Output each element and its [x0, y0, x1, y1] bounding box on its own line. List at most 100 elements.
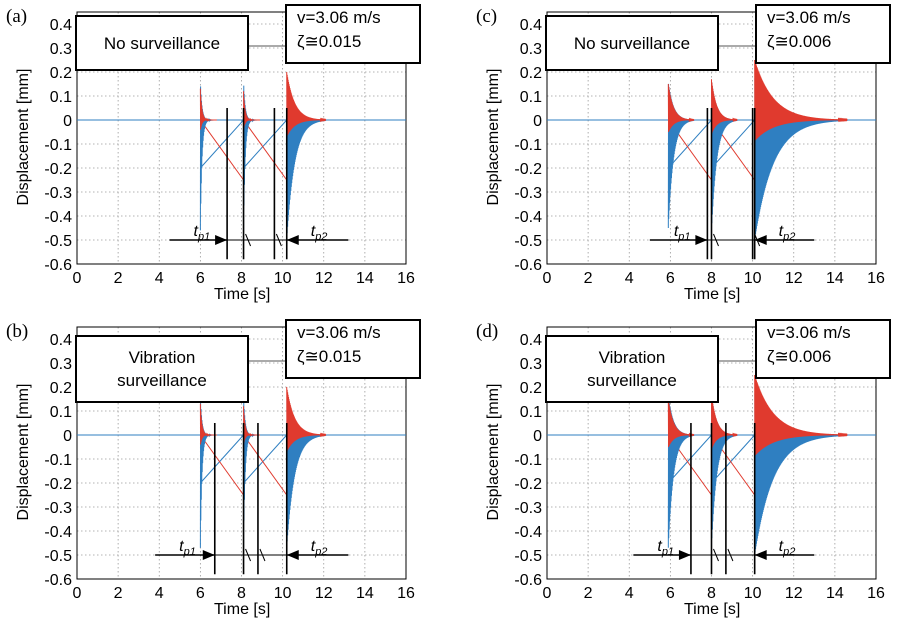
x-axis-label: Time [s]	[684, 286, 741, 303]
speed-value: v=3.06 m/s	[297, 8, 381, 27]
x-tick-label: 4	[155, 585, 164, 602]
y-tick-label: 0.1	[50, 89, 72, 106]
y-tick-label: 0.4	[50, 332, 72, 349]
x-tick-label: 16	[867, 270, 885, 287]
x-tick-label: 0	[543, 270, 552, 287]
x-tick-label: 2	[114, 585, 123, 602]
condition-label-line: No surveillance	[573, 33, 691, 53]
y-tick-label: 0.4	[520, 332, 542, 349]
tp2-arrowhead	[286, 235, 299, 245]
red-vibration-series	[754, 374, 848, 456]
x-tick-label: 14	[826, 585, 844, 602]
blue-ramp-line	[711, 119, 756, 169]
x-tick-label: 2	[584, 270, 593, 287]
chart-svg: 0 2 4 6 8 10 12 14 16 0.4 0.3 0.2 0.1 0 -0.1 -0.2 -0.3 -0…	[514, 326, 885, 602]
blue-vibration-series	[754, 78, 848, 241]
break-mark	[245, 548, 252, 562]
condition-label-box: No surveillance	[75, 15, 249, 71]
y-axis-label: Displacement [mm]	[485, 68, 502, 206]
y-tick-label: -0.1	[44, 137, 72, 154]
y-tick-label: -0.4	[44, 209, 72, 226]
y-tick-label: 0	[533, 428, 542, 445]
y-tick-label: -0.1	[514, 137, 542, 154]
condition-label-box: Vibration surveillance	[75, 335, 249, 403]
blue-vibration-series	[754, 393, 848, 556]
x-tick-label: 0	[73, 585, 82, 602]
parameter-box: v=3.06 m/s ζ≅0.015	[285, 4, 421, 64]
chart-svg: 0 2 4 6 8 10 12 14 16 0.4 0.3 0.2 0.1 0 -0.1 -0.2 -0.3 -0…	[514, 11, 885, 287]
chart-svg: 0 2 4 6 8 10 12 14 16 0.4 0.3 0.2 0.1 0 -0.1 -0.2 -0.3 -0…	[44, 326, 415, 602]
y-tick-label: -0.2	[514, 476, 542, 493]
break-mark	[727, 548, 734, 562]
damping-value: ζ≅0.006	[767, 347, 832, 366]
chart-svg: 0 2 4 6 8 10 12 14 16 0.4 0.3 0.2 0.1 0 -0.1 -0.2 -0.3 -0…	[44, 11, 415, 287]
y-tick-label: 0.1	[520, 404, 542, 421]
y-tick-label: -0.5	[514, 233, 542, 250]
axes-frame	[76, 326, 407, 580]
red-vibration-series	[199, 88, 217, 130]
condition-label-line: Vibration	[128, 348, 196, 367]
x-tick-label: 16	[867, 585, 885, 602]
red-vibration-series	[754, 59, 848, 141]
blue-ramp-line	[243, 434, 288, 484]
tp2-arrowhead	[286, 550, 299, 560]
y-tick-label: -0.2	[44, 161, 72, 178]
x-tick-label: 10	[274, 585, 292, 602]
y-tick-label: -0.3	[514, 185, 542, 202]
y-tick-label: -0.5	[44, 233, 72, 250]
x-tick-label: 6	[196, 270, 205, 287]
y-tick-label: 0.1	[50, 404, 72, 421]
data-layer	[77, 71, 406, 241]
condition-label-box: Vibration surveillance	[545, 335, 719, 403]
y-tick-label: -0.4	[514, 209, 542, 226]
blue-ramp-line	[243, 119, 288, 169]
y-tick-label: -0.1	[514, 452, 542, 469]
x-tick-label: 4	[155, 270, 164, 287]
blue-vibration-series	[286, 396, 327, 548]
tp2-label: tp2	[779, 538, 796, 558]
y-tick-label: -0.3	[44, 185, 72, 202]
red-vibration-series	[286, 386, 327, 452]
condition-label-line: Vibration	[598, 348, 666, 367]
red-vibration-series	[711, 394, 738, 449]
parameter-box: v=3.06 m/s ζ≅0.015	[285, 319, 421, 379]
red-vibration-series	[286, 71, 327, 137]
panel-label: (d)	[476, 321, 499, 342]
tp1-arrowhead	[215, 235, 228, 245]
red-ramp-line	[199, 119, 244, 181]
break-mark	[259, 548, 266, 562]
y-tick-label: -0.6	[514, 572, 542, 589]
y-axis-label: Displacement [mm]	[485, 383, 502, 521]
y-axis-label: Displacement [mm]	[15, 68, 32, 206]
x-tick-label: 2	[584, 585, 593, 602]
y-tick-label: -0.1	[44, 452, 72, 469]
speed-value: v=3.06 m/s	[767, 323, 851, 342]
x-tick-label: 12	[315, 270, 333, 287]
x-tick-label: 4	[625, 585, 634, 602]
y-tick-label: -0.6	[44, 572, 72, 589]
red-ramp-line	[243, 119, 288, 181]
tp2-arrowhead	[754, 550, 767, 560]
y-tick-label: -0.4	[514, 524, 542, 541]
break-mark	[275, 233, 282, 247]
red-ramp-line	[199, 434, 244, 496]
red-vibration-series	[667, 83, 695, 133]
speed-value: v=3.06 m/s	[767, 8, 851, 27]
tp1-arrowhead	[678, 550, 691, 560]
y-tick-label: 0.2	[50, 380, 72, 397]
x-axis-label: Time [s]	[684, 601, 741, 618]
y-tick-label: -0.6	[44, 257, 72, 274]
x-tick-label: 8	[707, 270, 716, 287]
x-tick-label: 14	[826, 270, 844, 287]
speed-value: v=3.06 m/s	[297, 323, 381, 342]
x-tick-label: 6	[666, 270, 675, 287]
y-tick-label: 0	[533, 113, 542, 130]
x-axis-label: Time [s]	[214, 601, 271, 618]
x-tick-label: 12	[315, 585, 333, 602]
condition-label-line: surveillance	[117, 371, 207, 390]
x-tick-label: 8	[237, 270, 246, 287]
x-tick-label: 0	[73, 270, 82, 287]
parameter-box: v=3.06 m/s ζ≅0.006	[755, 4, 891, 64]
blue-ramp-line	[200, 119, 244, 169]
y-tick-label: 0.2	[520, 380, 542, 397]
